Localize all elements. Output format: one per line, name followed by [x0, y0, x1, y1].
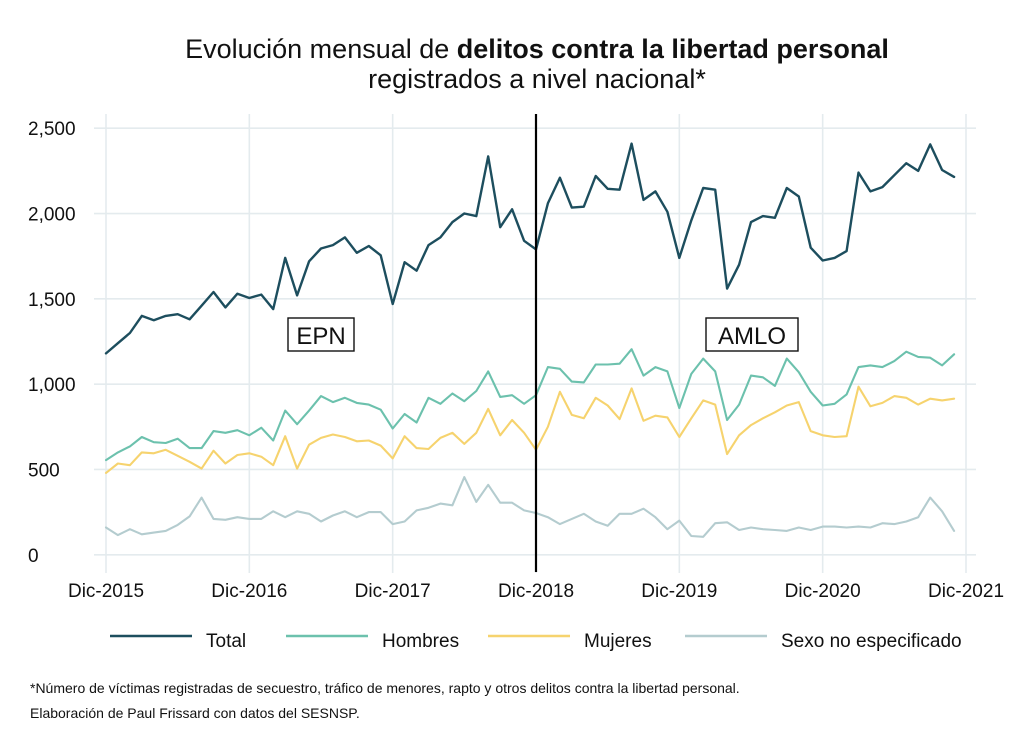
y-tick-label-4: 2,000	[28, 205, 76, 226]
y-tick-label-0: 0	[28, 546, 39, 567]
legend-label-sexo-no-especificado: Sexo no especificado	[781, 631, 962, 652]
y-tick-label-3: 1,500	[28, 290, 76, 311]
footnote-source: Elaboración de Paul Frissard con datos d…	[30, 705, 360, 721]
legend-label-mujeres: Mujeres	[584, 631, 652, 652]
y-tick-label-1: 500	[28, 460, 60, 481]
amlo-label: AMLO	[718, 323, 786, 350]
footnote-definition: *Número de víctimas registradas de secue…	[30, 680, 740, 696]
amlo-annotation: AMLO	[706, 318, 798, 351]
x-tick-label-3: Dic-2018	[498, 581, 574, 602]
legend-label-hombres: Hombres	[382, 631, 459, 652]
chart-title-line1: Evolución mensual de delitos contra la l…	[185, 34, 889, 64]
x-tick-label-2: Dic-2017	[355, 581, 431, 602]
x-tick-label-6: Dic-2021	[928, 581, 1004, 602]
epn-annotation: EPN	[288, 318, 354, 351]
epn-label: EPN	[296, 323, 345, 350]
legend: Total Hombres Mujeres Sexo no especificado	[110, 631, 962, 652]
series-line-sexo-no-especificado	[106, 477, 954, 537]
x-axis: Dic-2015 Dic-2016 Dic-2017 Dic-2018 Dic-2019…	[68, 581, 1004, 602]
legend-label-total: Total	[206, 631, 246, 652]
y-tick-label-5: 2,500	[28, 119, 76, 140]
x-tick-label-1: Dic-2016	[211, 581, 287, 602]
y-axis: 0 500 1,000 1,500 2,000 2,500	[28, 119, 76, 567]
chart-canvas: Evolución mensual de delitos contra la l…	[0, 0, 1024, 745]
series-lines	[106, 144, 954, 537]
series-line-hombres	[106, 349, 954, 460]
series-line-total	[106, 144, 954, 354]
x-tick-label-5: Dic-2020	[785, 581, 861, 602]
chart-title-prefix: Evolución mensual de	[185, 34, 457, 64]
x-tick-label-0: Dic-2015	[68, 581, 144, 602]
chart-title-bold: delitos contra la libertad personal	[457, 34, 889, 64]
x-tick-label-4: Dic-2019	[641, 581, 717, 602]
chart-title-line2: registrados a nivel nacional*	[368, 64, 706, 94]
y-tick-label-2: 1,000	[28, 375, 76, 396]
